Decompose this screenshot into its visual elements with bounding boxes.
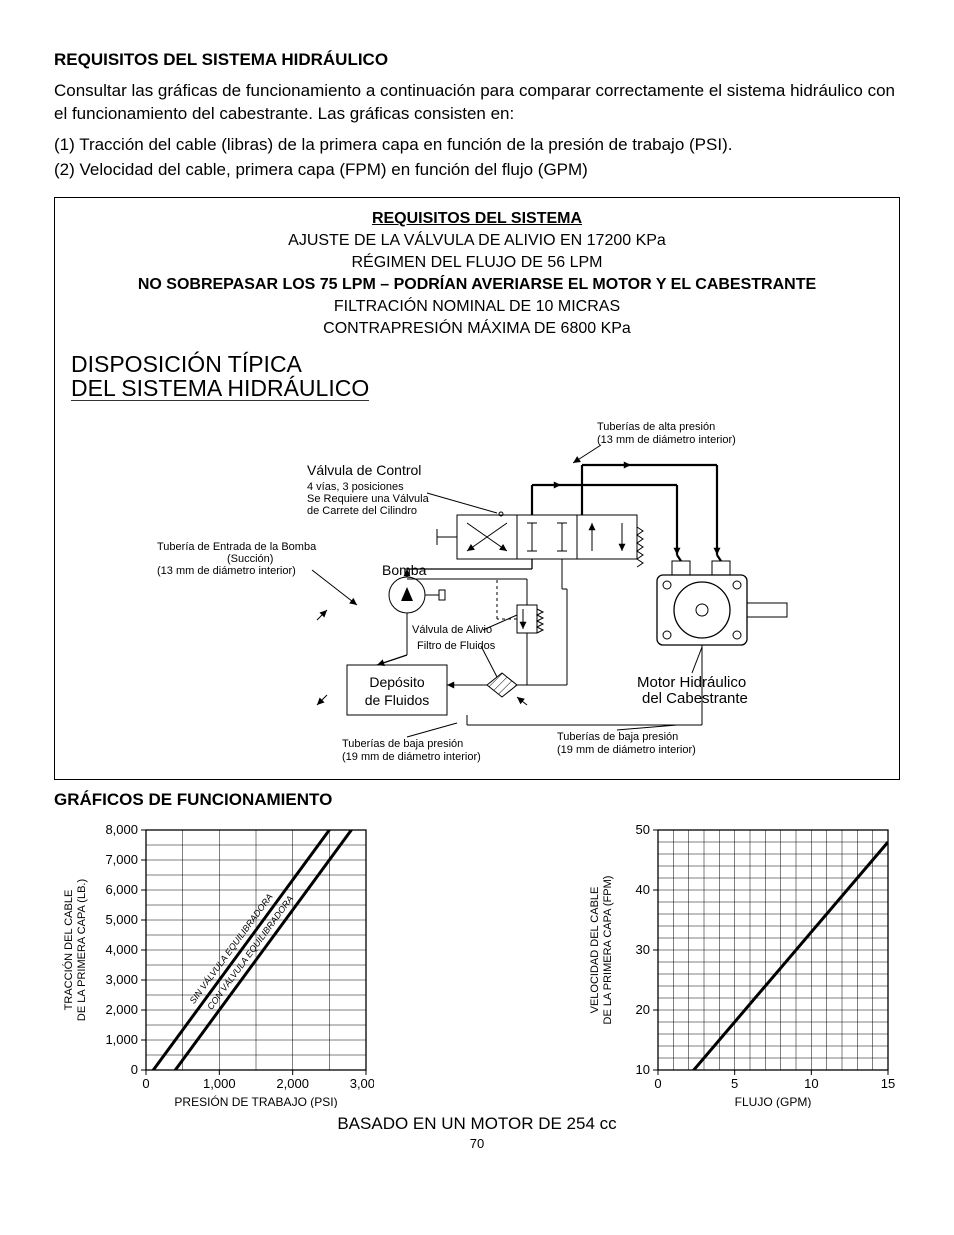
section-title: REQUISITOS DEL SISTEMA HIDRÁULICO xyxy=(54,50,900,70)
svg-text:40: 40 xyxy=(636,882,650,897)
svg-text:Válvula de Alivio: Válvula de Alivio xyxy=(412,624,492,636)
svg-text:de Fluidos: de Fluidos xyxy=(365,692,430,708)
requirements-box: REQUISITOS DEL SISTEMA AJUSTE DE LA VÁLV… xyxy=(54,197,900,780)
intro-text: Consultar las gráficas de funcionamiento… xyxy=(54,80,900,126)
svg-text:50: 50 xyxy=(636,822,650,837)
svg-text:2,000: 2,000 xyxy=(105,1002,138,1017)
svg-text:de Carrete del Cilindro: de Carrete del Cilindro xyxy=(307,505,417,517)
box-line-5: CONTRAPRESIÓN MÁXIMA DE 6800 KPa xyxy=(67,320,887,338)
svg-text:3,000: 3,000 xyxy=(350,1076,374,1091)
svg-text:TRACCIÓN DEL CABLE: TRACCIÓN DEL CABLE xyxy=(62,890,75,1011)
svg-text:2,000: 2,000 xyxy=(276,1076,309,1091)
svg-text:1,000: 1,000 xyxy=(203,1076,236,1091)
svg-text:del Cabestrante: del Cabestrante xyxy=(642,690,748,707)
svg-text:(13 mm de diámetro interior): (13 mm de diámetro interior) xyxy=(157,565,296,577)
svg-text:0: 0 xyxy=(654,1076,661,1091)
chart-traction: 0 1,000 2,000 3,000 0 1,000 2,000 3,000 4,000 5,0… xyxy=(54,818,374,1108)
svg-text:8,000: 8,000 xyxy=(105,822,138,837)
svg-text:PRESIÓN DE TRABAJO (PSI): PRESIÓN DE TRABAJO (PSI) xyxy=(174,1094,337,1108)
svg-text:7,000: 7,000 xyxy=(105,852,138,867)
svg-text:Tuberías de baja presión: Tuberías de baja presión xyxy=(557,731,678,743)
svg-text:FLUJO (GPM): FLUJO (GPM) xyxy=(735,1095,812,1108)
charts-row: 0 1,000 2,000 3,000 0 1,000 2,000 3,000 4,000 5,0… xyxy=(54,818,900,1108)
chart-speed: 0 5 10 15 10 20 30 40 50 FLUJO (GPM) VELOCIDAD DEL… xyxy=(580,818,900,1108)
svg-text:(Succión): (Succión) xyxy=(227,553,273,565)
schematic-title: DISPOSICIÓN TÍPICA DEL SISTEMA HIDRÁULIC… xyxy=(71,352,887,401)
svg-text:SIN VÁLVULA EQUILIBRADORA: SIN VÁLVULA EQUILIBRADORA xyxy=(188,892,275,1006)
svg-text:Depósito: Depósito xyxy=(369,674,424,690)
svg-text:4 vías, 3 posiciones: 4 vías, 3 posiciones xyxy=(307,481,404,493)
svg-text:Tuberías de alta presión: Tuberías de alta presión xyxy=(597,421,715,433)
svg-text:0: 0 xyxy=(131,1062,138,1077)
svg-text:Válvula de Control: Válvula de Control xyxy=(307,462,421,478)
svg-text:Tuberías de baja presión: Tuberías de baja presión xyxy=(342,738,463,750)
list-item-1: (1) Tracción del cable (libras) de la pr… xyxy=(54,132,900,158)
svg-text:10: 10 xyxy=(804,1076,818,1091)
box-line-3: NO SOBREPASAR LOS 75 LPM – PODRÍAN AVERI… xyxy=(67,276,887,294)
svg-text:VELOCIDAD DEL CABLE: VELOCIDAD DEL CABLE xyxy=(589,887,601,1014)
svg-text:DE LA PRIMERA CAPA (FPM): DE LA PRIMERA CAPA (FPM) xyxy=(602,876,614,1025)
page: REQUISITOS DEL SISTEMA HIDRÁULICO Consul… xyxy=(0,0,954,1171)
box-title: REQUISITOS DEL SISTEMA xyxy=(67,210,887,228)
svg-text:Motor Hidráulico: Motor Hidráulico xyxy=(637,674,746,691)
svg-text:1,000: 1,000 xyxy=(105,1032,138,1047)
schematic-title-line1: DISPOSICIÓN TÍPICA xyxy=(71,351,302,377)
intro-list: (1) Tracción del cable (libras) de la pr… xyxy=(54,132,900,183)
box-line-2: RÉGIMEN DEL FLUJO DE 56 LPM xyxy=(67,254,887,272)
charts-title: GRÁFICOS DE FUNCIONAMIENTO xyxy=(54,790,900,810)
svg-text:Filtro de Fluidos: Filtro de Fluidos xyxy=(417,640,496,652)
box-line-1: AJUSTE DE LA VÁLVULA DE ALIVIO EN 17200 … xyxy=(67,232,887,250)
svg-text:DE LA PRIMERA CAPA (LB.): DE LA PRIMERA CAPA (LB.) xyxy=(76,879,88,1021)
box-line-4: FILTRACIÓN NOMINAL DE 10 MICRAS xyxy=(67,298,887,316)
svg-text:5: 5 xyxy=(731,1076,738,1091)
svg-text:20: 20 xyxy=(636,1002,650,1017)
list-item-2: (2) Velocidad del cable, primera capa (F… xyxy=(54,157,900,183)
svg-text:(19 mm de diámetro interior): (19 mm de diámetro interior) xyxy=(342,751,481,763)
svg-text:4,000: 4,000 xyxy=(105,942,138,957)
svg-text:3,000: 3,000 xyxy=(105,972,138,987)
svg-text:15: 15 xyxy=(881,1076,895,1091)
svg-text:5,000: 5,000 xyxy=(105,912,138,927)
svg-text:(13 mm de diámetro interior): (13 mm de diámetro interior) xyxy=(597,434,736,446)
schematic-title-line2: DEL SISTEMA HIDRÁULICO xyxy=(71,376,369,401)
svg-text:10: 10 xyxy=(636,1062,650,1077)
schematic-diagram: Tuberías de alta presión(13 mm de diámet… xyxy=(117,405,837,765)
svg-text:Se Requiere una Válvula: Se Requiere una Válvula xyxy=(307,493,430,505)
svg-text:CON VÁLVULA EQUILIBRADORA: CON VÁLVULA EQUILIBRADORA xyxy=(205,894,295,1012)
svg-text:(19 mm de diámetro interior): (19 mm de diámetro interior) xyxy=(557,744,696,756)
svg-text:30: 30 xyxy=(636,942,650,957)
svg-text:6,000: 6,000 xyxy=(105,882,138,897)
svg-text:Tubería de Entrada de la Bomba: Tubería de Entrada de la Bomba xyxy=(157,541,317,553)
page-number: 70 xyxy=(54,1136,900,1151)
chart-footer: BASADO EN UN MOTOR DE 254 cc xyxy=(54,1114,900,1134)
svg-text:0: 0 xyxy=(142,1076,149,1091)
